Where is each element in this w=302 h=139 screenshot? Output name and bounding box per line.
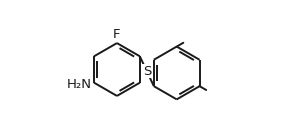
Text: S: S xyxy=(143,65,151,78)
Text: F: F xyxy=(113,28,121,41)
Text: H₂N: H₂N xyxy=(67,78,92,91)
